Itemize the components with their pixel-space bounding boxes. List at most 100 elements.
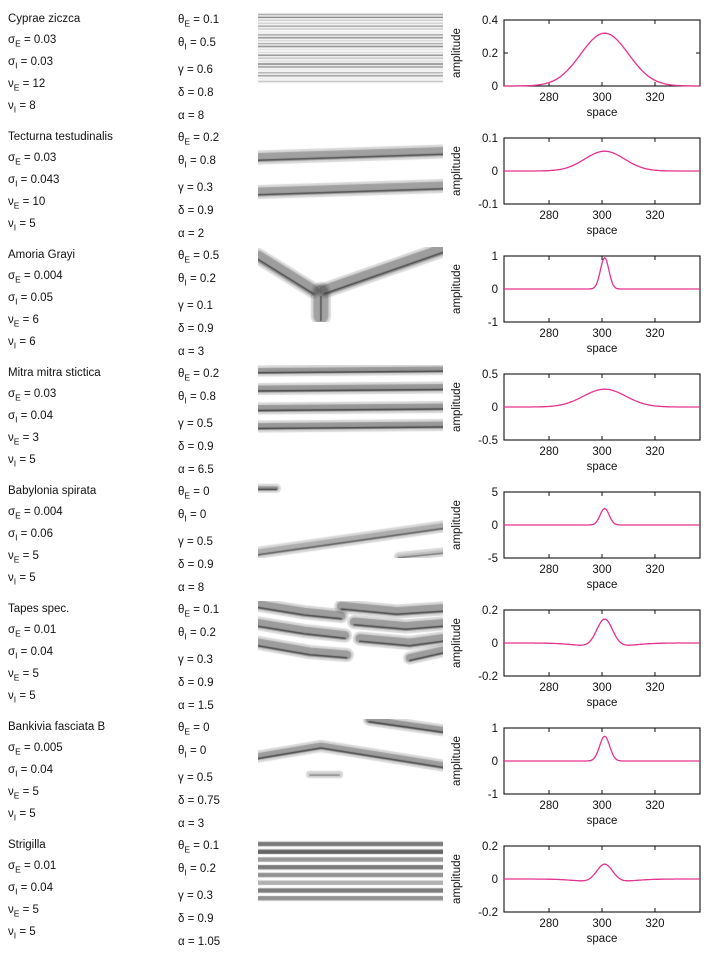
plot-column: 280 300 320 -0.5 0 0.5 space amplitude (446, 363, 710, 481)
y-axis-label: amplitude (451, 854, 463, 904)
greek-params-column: θE = 0.5 θI = 0.2 γ = 0.1 δ = 0.9 α = 3 (168, 245, 258, 363)
species-name: Tapes spec. (8, 603, 70, 615)
param-line: θI = 0 (178, 509, 207, 524)
plot-column: 280 300 320 -0.1 0 0.1 space amplitude (446, 127, 710, 245)
x-tick-label: 300 (592, 210, 611, 222)
amplitude-curve (504, 256, 700, 290)
param-line: γ = 0.6 (178, 64, 213, 76)
figure-row: Strigilla σE = 0.01 σI = 0.04 νE = 5 νI = 5… (0, 835, 710, 953)
param-line: σE = 0.005 (8, 742, 63, 757)
param-line: α = 8 (178, 582, 205, 594)
param-line: νE = 12 (8, 78, 46, 93)
y-tick-label: 0 (492, 284, 498, 296)
amplitude-plot: 280 300 320 -0.2 0 0.2 space amplitude (451, 605, 701, 709)
y-tick-label: 0 (492, 756, 498, 768)
param-line: θI = 0.5 (178, 37, 216, 52)
amplitude-curve (504, 32, 700, 87)
param-line: σE = 0.004 (8, 506, 63, 521)
param-line: σE = 0.01 (8, 860, 57, 875)
amplitude-plot: 280 300 320 -0.1 0 0.1 space amplitude (451, 133, 701, 237)
param-line: σI = 0.06 (8, 528, 53, 543)
x-tick-label: 300 (592, 682, 611, 694)
pattern-image (258, 719, 443, 794)
pattern-column (258, 835, 446, 953)
x-axis-label: space (587, 225, 618, 237)
param-line: α = 3 (178, 818, 205, 830)
x-tick-label: 300 (592, 800, 611, 812)
species-params-column: Tecturna testudinalis σE = 0.03 σI = 0.04… (0, 127, 168, 245)
param-line: σI = 0.04 (8, 764, 53, 779)
param-line: σE = 0.03 (8, 152, 57, 167)
x-tick-label: 320 (645, 918, 664, 930)
greek-params-column: θE = 0.2 θI = 0.8 γ = 0.3 δ = 0.9 α = 2 (168, 127, 258, 245)
pattern-column (258, 127, 446, 245)
y-tick-label: 1 (492, 723, 498, 735)
greek-params-column: θE = 0.1 θI = 0.2 γ = 0.3 δ = 0.9 α = 1.5 (168, 599, 258, 717)
param-line: γ = 0.3 (178, 654, 213, 666)
x-tick-label: 280 (539, 800, 558, 812)
x-tick-label: 320 (645, 564, 664, 576)
right-param-list: θE = 0.5 θI = 0.2 γ = 0.1 δ = 0.9 α = 3 (178, 245, 258, 364)
species-name: Babylonia spirata (8, 485, 97, 497)
param-line: νI = 5 (8, 690, 36, 705)
x-axis-label: space (587, 815, 618, 827)
param-line: σE = 0.03 (8, 388, 57, 403)
species-params-column: Mitra mitra stictica σE = 0.03 σI = 0.04 ν… (0, 363, 168, 481)
y-axis-label: amplitude (451, 146, 463, 196)
left-param-list: σE = 0.03 σI = 0.04 νE = 3 νI = 5 (8, 383, 168, 471)
figure-row: Cyprae ziczca σE = 0.03 σI = 0.03 νE = 12 ν… (0, 9, 710, 127)
species-name: Bankivia fasciata B (8, 721, 106, 733)
left-param-list: σE = 0.004 σI = 0.05 νE = 6 νI = 6 (8, 265, 168, 353)
left-param-list: σE = 0.03 σI = 0.03 νE = 12 νI = 8 (8, 29, 168, 117)
y-axis-label: amplitude (451, 382, 463, 432)
param-line: νI = 5 (8, 572, 36, 587)
param-line: σE = 0.01 (8, 624, 57, 639)
right-param-list: θE = 0.2 θI = 0.8 γ = 0.3 δ = 0.9 α = 2 (178, 127, 258, 246)
species-name: Mitra mitra stictica (8, 367, 101, 379)
x-tick-label: 280 (539, 92, 558, 104)
param-line: γ = 0.1 (178, 300, 213, 312)
x-tick-label: 320 (645, 92, 664, 104)
greek-params-column: θE = 0.1 θI = 0.5 γ = 0.6 δ = 0.8 α = 8 (168, 9, 258, 127)
greek-params-column: θE = 0 θI = 0 γ = 0.5 δ = 0.75 α = 3 (168, 717, 258, 835)
param-line: νI = 5 (8, 454, 36, 469)
param-line: σE = 0.03 (8, 34, 57, 49)
figure-row: Tapes spec. σE = 0.01 σI = 0.04 νE = 5 νI =… (0, 599, 710, 717)
y-tick-label: 0.2 (482, 605, 498, 617)
x-axis-label: space (587, 107, 618, 119)
y-axis-label: amplitude (451, 500, 463, 550)
pattern-image (258, 601, 443, 676)
x-tick-label: 300 (592, 446, 611, 458)
left-param-list: σE = 0.01 σI = 0.04 νE = 5 νI = 5 (8, 619, 168, 707)
param-line: θI = 0 (178, 745, 207, 760)
greek-params-column: θE = 0 θI = 0 γ = 0.5 δ = 0.9 α = 8 (168, 481, 258, 599)
y-axis-label: amplitude (451, 264, 463, 314)
param-line: θE = 0.2 (178, 368, 220, 383)
param-line: δ = 0.75 (178, 795, 220, 807)
x-tick-label: 320 (645, 328, 664, 340)
param-line: νI = 8 (8, 100, 36, 115)
y-tick-label: 0 (492, 638, 498, 650)
pattern-column (258, 245, 446, 363)
pattern-column (258, 717, 446, 835)
x-axis-label: space (587, 343, 618, 355)
x-tick-label: 300 (592, 564, 611, 576)
param-line: δ = 0.9 (178, 205, 214, 217)
x-tick-label: 320 (645, 210, 664, 222)
param-line: νE = 3 (8, 432, 39, 447)
param-line: δ = 0.9 (178, 323, 214, 335)
x-tick-label: 280 (539, 210, 558, 222)
param-line: θI = 0.8 (178, 155, 216, 170)
param-line: σI = 0.043 (8, 174, 60, 189)
greek-params-column: θE = 0.2 θI = 0.8 γ = 0.5 δ = 0.9 α = 6.5 (168, 363, 258, 481)
left-param-list: σE = 0.03 σI = 0.043 νE = 10 νI = 5 (8, 147, 168, 235)
amplitude-curve (504, 618, 700, 646)
left-param-list: σE = 0.005 σI = 0.04 νE = 5 νI = 5 (8, 737, 168, 825)
figure-row: Babylonia spirata σE = 0.004 σI = 0.06 νE … (0, 481, 710, 599)
param-line: δ = 0.9 (178, 913, 214, 925)
amplitude-plot: 280 300 320 -1 0 1 space amplitude (451, 723, 701, 827)
y-tick-label: 0 (492, 402, 498, 414)
y-tick-label: 0.4 (482, 15, 499, 27)
y-tick-label: -0.2 (478, 907, 498, 919)
